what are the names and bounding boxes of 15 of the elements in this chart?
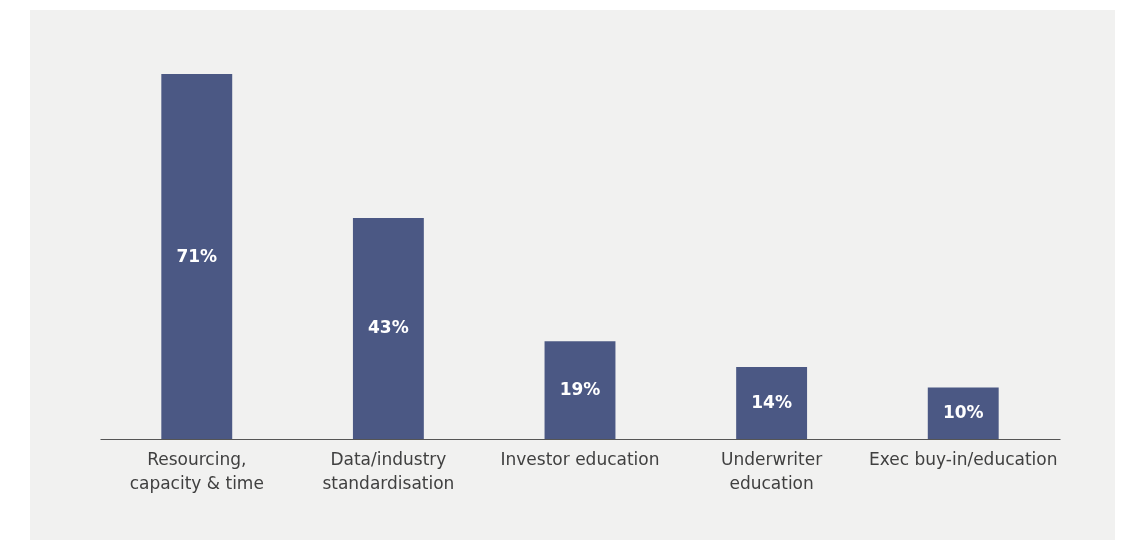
- x-tick-label: Investor education: [500, 448, 660, 469]
- bar: [544, 341, 616, 439]
- data-label: 10%: [942, 402, 984, 423]
- x-tick-label: Exec buy-in/education: [868, 448, 1058, 469]
- x-tick-label: Underwriter education: [721, 448, 823, 493]
- data-label: 14%: [751, 392, 792, 413]
- x-tick-label: Data/industry standardisation: [322, 448, 455, 493]
- bar: [927, 387, 999, 439]
- x-tick-label: Resourcing, capacity & time: [129, 448, 264, 493]
- data-label: 19%: [559, 379, 601, 400]
- bar: [736, 367, 808, 439]
- bar: [352, 217, 424, 439]
- data-label: 43%: [368, 317, 409, 338]
- data-label: 71%: [176, 245, 218, 266]
- bar: [161, 74, 233, 439]
